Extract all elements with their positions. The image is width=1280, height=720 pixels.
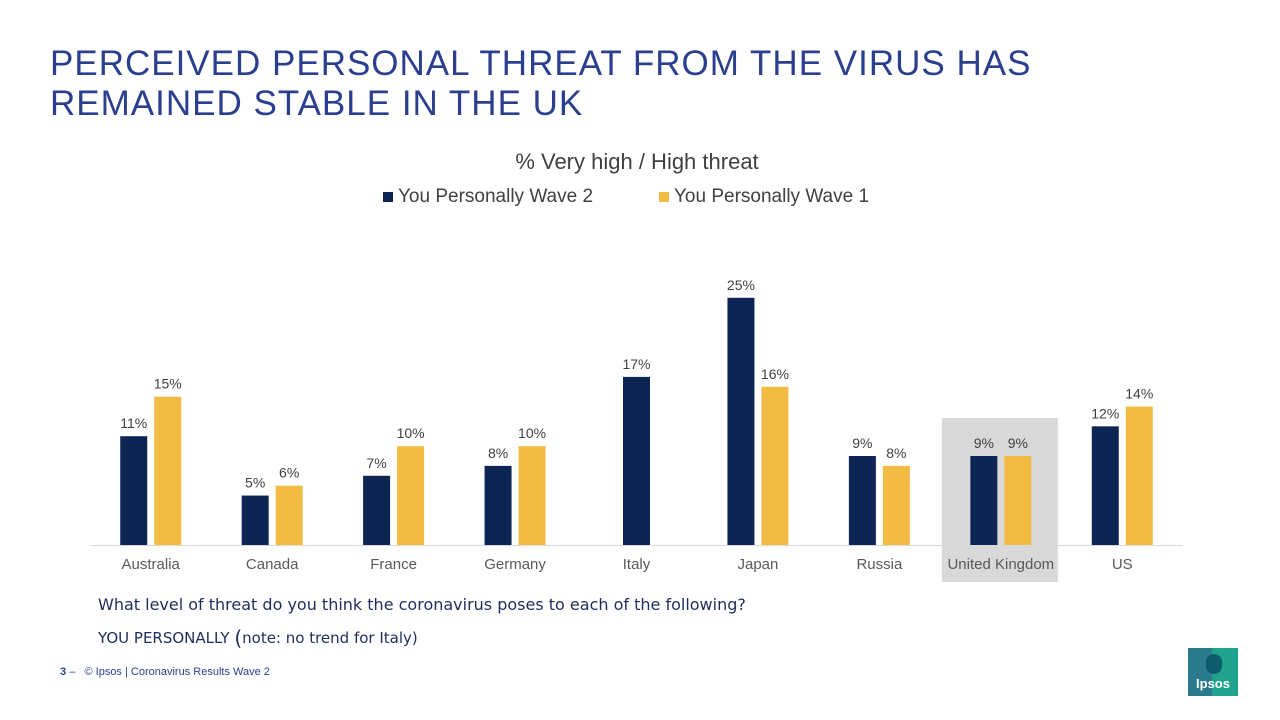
data-label-australia-wave2: 11% — [120, 415, 147, 431]
chart-title: % Very high / High threat — [515, 149, 758, 174]
bar-canada-wave2 — [241, 495, 269, 545]
data-label-us-wave1: 14% — [1125, 386, 1153, 402]
category-label-germany: Germany — [484, 556, 546, 573]
ipsos-logo: Ipsos — [1188, 648, 1238, 696]
category-label-japan: Japan — [738, 556, 779, 573]
bar-france-wave1 — [397, 446, 425, 545]
page-number: 3 — [60, 666, 67, 678]
legend-swatch-2 — [659, 192, 669, 202]
data-label-united-kingdom-wave1: 9% — [1008, 435, 1028, 451]
legend-label-1: You Personally Wave 2 — [398, 186, 593, 207]
legend-label-2: You Personally Wave 1 — [674, 186, 869, 207]
data-label-australia-wave1: 15% — [154, 376, 182, 392]
category-label-russia: Russia — [856, 556, 903, 573]
category-label-united-kingdom: United Kingdom — [947, 556, 1054, 573]
subject-label: YOU PERSONALLY — [98, 629, 230, 647]
category-label-canada: Canada — [246, 556, 299, 573]
data-label-italy-wave2: 17% — [622, 356, 650, 372]
page-separator: – — [69, 666, 76, 678]
data-label-russia-wave1: 8% — [886, 445, 906, 461]
bar-united-kingdom-wave1 — [1004, 456, 1032, 545]
data-label-japan-wave1: 16% — [761, 366, 789, 382]
category-label-us: US — [1112, 556, 1133, 573]
bar-russia-wave2 — [848, 456, 876, 545]
slide-title: PERCEIVED PERSONAL THREAT FROM THE VIRUS… — [50, 44, 1032, 123]
bar-us-wave2 — [1091, 426, 1119, 545]
bar-france-wave2 — [363, 475, 391, 545]
slide-footer: 3 – © Ipsos | Coronavirus Results Wave 2 — [60, 666, 270, 678]
survey-question: What level of threat do you think the co… — [98, 595, 746, 614]
bar-canada-wave1 — [275, 485, 303, 545]
data-label-united-kingdom-wave2: 9% — [974, 435, 994, 451]
data-label-france-wave1: 10% — [397, 425, 425, 441]
data-label-france-wave2: 7% — [366, 455, 386, 471]
bar-germany-wave2 — [484, 465, 512, 545]
bar-chart: % Very high / High threat You Personally … — [90, 149, 1183, 582]
data-label-germany-wave2: 8% — [488, 445, 508, 461]
legend-swatch-1 — [383, 192, 393, 202]
logo-text: Ipsos — [1196, 676, 1230, 691]
category-label-france: France — [370, 556, 417, 573]
data-label-germany-wave1: 10% — [518, 425, 546, 441]
note-open-paren: ( — [234, 626, 243, 650]
bar-japan-wave2 — [727, 297, 755, 545]
bar-japan-wave1 — [761, 386, 789, 545]
bar-russia-wave1 — [882, 465, 910, 545]
category-label-italy: Italy — [623, 556, 651, 573]
trend-note: note: no trend for Italy) — [242, 629, 418, 647]
highlight-box — [941, 418, 1058, 582]
survey-subject-note: YOU PERSONALLY (note: no trend for Italy… — [98, 626, 418, 650]
data-label-us-wave2: 12% — [1091, 405, 1119, 421]
bar-italy-wave2 — [623, 376, 650, 545]
footer-copyright: © Ipsos | Coronavirus Results Wave 2 — [84, 666, 270, 678]
data-label-russia-wave2: 9% — [852, 435, 872, 451]
data-label-canada-wave2: 5% — [245, 475, 265, 491]
bar-australia-wave1 — [154, 396, 182, 545]
data-label-japan-wave2: 25% — [727, 277, 755, 293]
bar-germany-wave1 — [518, 446, 546, 545]
category-label-australia: Australia — [122, 556, 181, 573]
logo-mark-icon — [1206, 654, 1222, 674]
bar-us-wave1 — [1125, 406, 1153, 545]
bar-united-kingdom-wave2 — [970, 456, 998, 545]
bar-australia-wave2 — [120, 436, 148, 545]
data-label-canada-wave1: 6% — [279, 465, 299, 481]
